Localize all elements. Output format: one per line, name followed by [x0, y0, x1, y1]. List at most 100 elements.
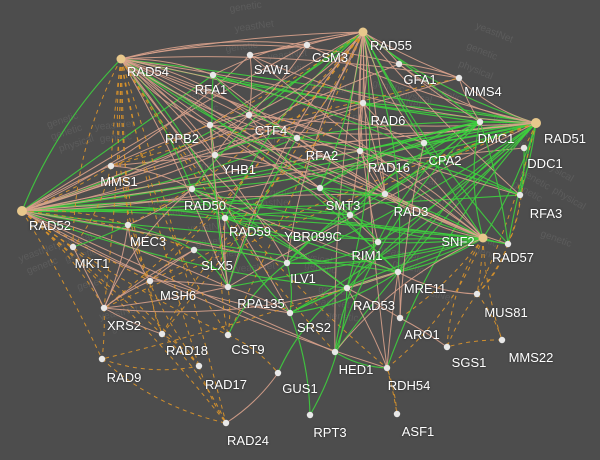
edge-physical [120, 58, 321, 189]
node-mkt1[interactable] [69, 243, 77, 251]
edge-physical [21, 210, 336, 353]
node-rfa1[interactable] [209, 71, 217, 79]
node-snf2[interactable] [478, 233, 488, 243]
node-gfa1[interactable] [395, 60, 403, 68]
node-rad16[interactable] [356, 147, 364, 155]
edge-physical [358, 102, 364, 152]
node-cst9[interactable] [224, 331, 232, 339]
node-smt3[interactable] [316, 184, 324, 192]
edge-yeastNet [519, 147, 525, 196]
node-ddc1[interactable] [520, 144, 528, 152]
edge-yeastNet [212, 74, 298, 139]
edge-physical [362, 102, 484, 239]
node-mre11[interactable] [394, 268, 402, 276]
node-rad59[interactable] [221, 214, 229, 222]
edge-physical [209, 31, 364, 126]
node-rpt3[interactable] [306, 411, 314, 419]
node-rfa3[interactable] [516, 191, 524, 199]
edge-type-label: genetic [539, 228, 573, 249]
node-rad50[interactable] [188, 185, 196, 193]
node-slx5[interactable] [190, 246, 198, 254]
node-dmc1[interactable] [476, 118, 484, 126]
node-ybr099c[interactable] [346, 211, 354, 219]
edge-genetic [161, 333, 200, 367]
edge-type-label: yeastNet [234, 19, 275, 35]
edge-yeastNet [21, 58, 122, 212]
edge-genetic [227, 286, 231, 336]
node-asf1[interactable] [393, 410, 401, 418]
node-rad55[interactable] [358, 27, 368, 37]
edge-physical [212, 31, 364, 76]
edge-genetic [110, 31, 364, 167]
edge-physical [72, 246, 105, 309]
node-csm3[interactable] [303, 41, 311, 49]
node-mms1[interactable] [107, 162, 115, 170]
node-rpa135[interactable] [224, 283, 232, 291]
node-mec3[interactable] [124, 221, 132, 229]
node-ilv1[interactable] [283, 259, 291, 267]
edge-yeastNet [289, 287, 348, 314]
node-rpb2[interactable] [206, 121, 214, 129]
node-rad17[interactable] [195, 362, 203, 370]
edge-physical [103, 286, 229, 309]
edge-yeastNet [224, 211, 351, 219]
edge-physical [209, 124, 229, 288]
edge-yeastNet [377, 237, 484, 244]
node-rad52[interactable] [17, 206, 27, 216]
edge-genetic [120, 58, 227, 424]
edge-yeastNet [191, 188, 226, 219]
node-rad53[interactable] [343, 284, 351, 292]
node-cpa2[interactable] [420, 139, 428, 147]
edge-genetic [227, 31, 364, 336]
edge-type-label: genetic [225, 40, 258, 55]
edge-physical [249, 54, 484, 239]
node-hed1[interactable] [331, 348, 339, 356]
edge-genetic [110, 77, 460, 167]
node-gus1[interactable] [274, 369, 282, 377]
edge-genetic [149, 280, 163, 335]
node-aro1[interactable] [396, 314, 404, 322]
node-mms22[interactable] [498, 336, 506, 344]
edge-yeastNet [191, 122, 537, 190]
edge-type-label: genetic [99, 131, 132, 145]
edge-physical [248, 114, 537, 127]
edge-genetic [120, 58, 388, 369]
node-rad9[interactable] [98, 355, 106, 363]
node-ctf4[interactable] [245, 111, 253, 119]
node-sgs1[interactable] [443, 343, 451, 351]
edge-physical [458, 77, 481, 123]
edge-yeastNet [193, 249, 229, 288]
edge-physical [120, 41, 308, 60]
node-mus81[interactable] [473, 290, 481, 298]
edge-physical [103, 280, 151, 309]
node-rad51[interactable] [531, 118, 541, 128]
node-rdh54[interactable] [383, 364, 391, 372]
edge-genetic [482, 237, 503, 341]
edge-physical [21, 193, 386, 212]
node-msh6[interactable] [146, 277, 154, 285]
node-rim1[interactable] [374, 238, 382, 246]
node-srs2[interactable] [286, 309, 294, 317]
node-mms4[interactable] [455, 74, 463, 82]
edge-physical [398, 63, 537, 124]
node-xrs2[interactable] [100, 304, 108, 312]
edge-genetic [149, 31, 364, 282]
node-rad57[interactable] [504, 240, 512, 248]
edge-physical [398, 63, 481, 123]
edge-yeastNet [224, 217, 399, 273]
node-saw1[interactable] [246, 51, 254, 59]
edge-yeastNet [319, 187, 379, 243]
node-rfa2[interactable] [293, 134, 301, 142]
node-rad3[interactable] [381, 190, 389, 198]
node-rad54[interactable] [116, 54, 126, 64]
node-rad18[interactable] [158, 330, 166, 338]
node-rad6[interactable] [359, 99, 367, 107]
edge-yeastNet [191, 31, 364, 190]
node-yhb1[interactable] [211, 151, 219, 159]
node-layer[interactable] [17, 27, 541, 427]
edge-yeastNet [377, 121, 481, 243]
edge-genetic [386, 367, 398, 415]
node-rad24[interactable] [222, 419, 230, 427]
